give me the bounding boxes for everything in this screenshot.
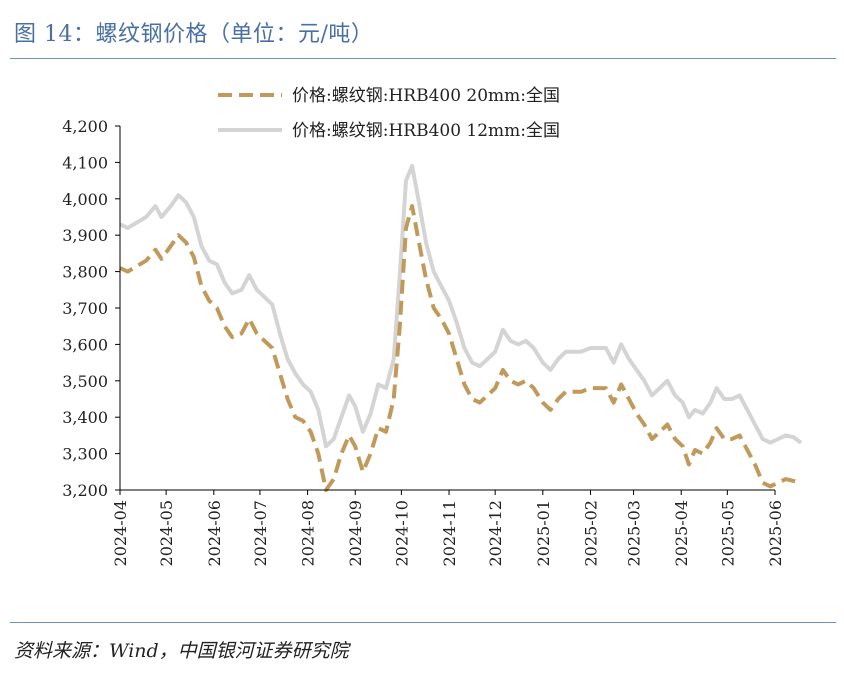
steel-price-line-chart: 3,200 3,300 3,400 3,500 3,600 3,700 3,800 3,900… (62, 86, 803, 566)
x-tick-label: 2025-01 (534, 500, 553, 566)
y-tick-label: 3,500 (62, 372, 108, 391)
x-tick-label: 2025-06 (766, 500, 785, 566)
series-line-20mm (119, 204, 802, 492)
y-tick-label: 3,900 (62, 226, 108, 245)
y-tick-label: 3,200 (62, 481, 108, 500)
y-tick-label: 3,300 (62, 445, 108, 464)
legend-label-12mm: 价格:螺纹钢:HRB400 12mm:全国 (292, 121, 560, 141)
x-tick-label: 2025-03 (625, 500, 644, 566)
legend-label-20mm: 价格:螺纹钢:HRB400 20mm:全国 (292, 86, 560, 106)
y-tick-label: 4,100 (62, 153, 108, 172)
chart-legend: 价格:螺纹钢:HRB400 20mm:全国 价格:螺纹钢:HRB400 12mm… (218, 86, 560, 141)
x-tick-label: 2025-02 (581, 500, 600, 566)
x-axis-ticks: 2024-04 2024-05 2024-06 2024-07 2024-08 2024-… (111, 490, 785, 566)
x-tick-label: 2024-06 (205, 500, 224, 566)
x-tick-label: 2024-10 (392, 500, 411, 566)
bottom-divider (10, 622, 836, 623)
x-tick-label: 2024-09 (346, 500, 365, 566)
x-tick-label: 2024-11 (440, 500, 459, 566)
y-tick-label: 3,700 (62, 299, 108, 318)
series-lines (119, 164, 803, 492)
x-tick-label: 2024-08 (299, 500, 318, 566)
x-tick-label: 2024-12 (486, 500, 505, 566)
x-tick-label: 2025-04 (672, 500, 691, 566)
x-tick-label: 2025-05 (718, 500, 737, 566)
figure-title: 图 14：螺纹钢价格（单位：元/吨） (14, 22, 374, 47)
x-tick-label: 2024-05 (157, 500, 176, 566)
top-divider (10, 58, 836, 59)
source-note: 资料来源：Wind，中国银河证券研究院 (14, 640, 349, 662)
x-tick-label: 2024-07 (251, 500, 270, 566)
x-tick-label: 2024-04 (111, 500, 130, 566)
y-tick-label: 3,400 (62, 408, 108, 427)
y-axis-ticks: 3,200 3,300 3,400 3,500 3,600 3,700 3,800 3,900… (62, 117, 120, 500)
y-tick-label: 3,800 (62, 263, 108, 282)
y-tick-label: 4,200 (62, 117, 108, 136)
y-tick-label: 4,000 (62, 190, 108, 209)
series-line-12mm (119, 164, 803, 449)
y-tick-label: 3,600 (62, 335, 108, 354)
